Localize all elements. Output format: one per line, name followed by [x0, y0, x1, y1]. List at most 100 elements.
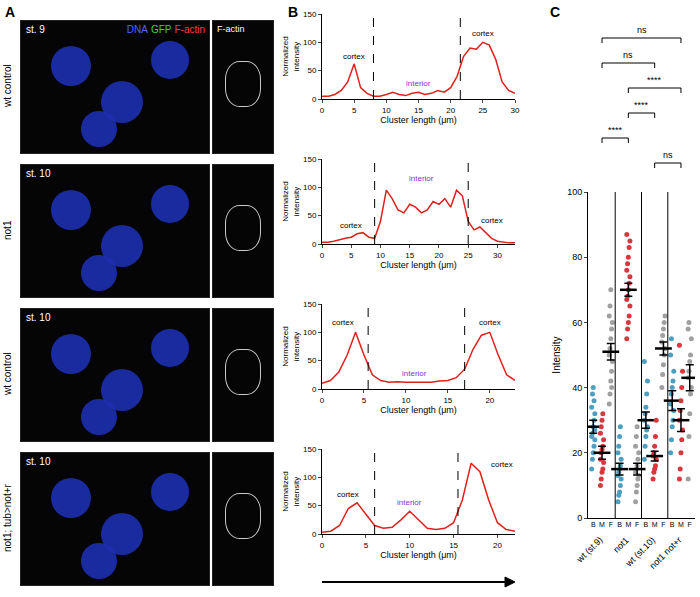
svg-text:M: M [678, 521, 684, 528]
svg-text:wt (st.10): wt (st.10) [623, 535, 657, 569]
svg-text:B: B [617, 521, 622, 528]
svg-text:interior: interior [397, 498, 422, 507]
svg-text:Cluster length (μm): Cluster length (μm) [380, 115, 457, 125]
svg-text:0: 0 [312, 240, 317, 249]
svg-text:not1 not+r: not1 not+r [648, 535, 684, 571]
html-text:st. 10: st. 10 [26, 312, 51, 323]
svg-text:60: 60 [572, 318, 582, 328]
svg-text:Normalizedintensity: Normalizedintensity [281, 36, 300, 76]
html-text:not1; tub>not+r: not1; tub>not+r [2, 484, 13, 552]
svg-text:50: 50 [307, 501, 316, 510]
html-text:wt control: wt control [2, 64, 13, 108]
html-text:not1: not1 [2, 220, 13, 240]
svg-text:20: 20 [572, 448, 582, 458]
svg-text:150: 150 [303, 155, 317, 164]
svg-text:cortex: cortex [472, 29, 494, 38]
svg-text:150: 150 [303, 445, 317, 454]
svg-text:100: 100 [303, 473, 317, 482]
svg-text:10: 10 [405, 541, 414, 550]
svg-text:interior: interior [402, 369, 427, 378]
svg-text:M: M [652, 521, 658, 528]
svg-text:B: B [644, 521, 649, 528]
svg-text:cortex: cortex [491, 460, 513, 469]
svg-text:150: 150 [303, 10, 317, 19]
svg-text:20: 20 [435, 251, 444, 260]
svg-text:50: 50 [307, 211, 316, 220]
svg-text:30: 30 [493, 251, 502, 260]
svg-text:M: M [625, 521, 631, 528]
svg-text:C: C [550, 4, 560, 20]
svg-text:20: 20 [493, 541, 502, 550]
html-text:st. 10: st. 10 [26, 168, 51, 179]
html-text:st. 9: st. 9 [26, 24, 45, 35]
svg-text:0: 0 [312, 385, 317, 394]
svg-text:0: 0 [320, 396, 325, 405]
svg-text:ns: ns [637, 25, 647, 35]
svg-text:5: 5 [349, 251, 354, 260]
svg-text:10: 10 [382, 106, 391, 115]
svg-text:Normalizedintensity: Normalizedintensity [281, 181, 300, 221]
svg-text:0: 0 [320, 541, 325, 550]
svg-text:50: 50 [307, 66, 316, 75]
svg-text:25: 25 [478, 106, 487, 115]
svg-text:150: 150 [303, 300, 317, 309]
svg-text:interior: interior [409, 174, 434, 183]
svg-text:30: 30 [511, 106, 520, 115]
svg-text:15: 15 [443, 396, 452, 405]
svg-text:10: 10 [376, 251, 385, 260]
svg-text:****: **** [634, 100, 649, 110]
svg-text:5: 5 [352, 106, 357, 115]
svg-text:A: A [5, 4, 15, 20]
svg-text:10: 10 [401, 396, 410, 405]
svg-text:0: 0 [312, 530, 317, 539]
svg-text:B: B [288, 4, 298, 20]
svg-text:5: 5 [362, 396, 367, 405]
svg-text:B: B [591, 521, 596, 528]
svg-text:ns: ns [623, 50, 633, 60]
svg-text:50: 50 [307, 356, 316, 365]
svg-text:5: 5 [364, 541, 369, 550]
svg-text:cortex: cortex [481, 216, 503, 225]
svg-text:Cluster length (μm): Cluster length (μm) [380, 405, 457, 415]
svg-text:ns: ns [663, 150, 673, 160]
svg-text:M: M [599, 521, 605, 528]
svg-text:F: F [688, 521, 692, 528]
svg-text:cortex: cortex [332, 318, 354, 327]
svg-text:80: 80 [572, 252, 582, 262]
svg-text:B: B [670, 521, 675, 528]
svg-text:F: F [661, 521, 665, 528]
svg-text:15: 15 [414, 106, 423, 115]
svg-text:0: 0 [320, 251, 325, 260]
svg-text:15: 15 [405, 251, 414, 260]
svg-text:****: **** [608, 125, 623, 135]
svg-text:not1: not1 [611, 535, 630, 554]
svg-text:Normalizedintensity: Normalizedintensity [281, 471, 300, 511]
svg-text:cortex: cortex [343, 52, 365, 61]
svg-text:interior: interior [406, 79, 431, 88]
svg-text:25: 25 [464, 251, 473, 260]
svg-text:F: F [609, 521, 613, 528]
svg-text:cortex: cortex [337, 490, 359, 499]
html-text:DNA GFP F-actin: DNA GFP F-actin [126, 24, 205, 35]
svg-text:20: 20 [446, 106, 455, 115]
svg-text:40: 40 [572, 383, 582, 393]
svg-text:0: 0 [312, 95, 317, 104]
svg-text:Cluster length (μm): Cluster length (μm) [380, 550, 457, 560]
svg-text:0: 0 [577, 513, 582, 523]
html-text:wt control: wt control [2, 352, 13, 396]
svg-text:100: 100 [303, 38, 317, 47]
svg-text:F: F [635, 521, 639, 528]
svg-text:100: 100 [567, 187, 582, 197]
svg-text:0: 0 [320, 106, 325, 115]
svg-text:wt (st.9): wt (st.9) [574, 535, 604, 565]
svg-text:Normalizedintensity: Normalizedintensity [281, 326, 300, 366]
svg-text:20: 20 [485, 396, 494, 405]
svg-text:Intensity: Intensity [551, 336, 562, 373]
svg-text:100: 100 [303, 183, 317, 192]
svg-text:15: 15 [449, 541, 458, 550]
svg-text:cortex: cortex [479, 318, 501, 327]
svg-text:100: 100 [303, 328, 317, 337]
svg-text:cortex: cortex [340, 221, 362, 230]
svg-text:Cluster length (μm): Cluster length (μm) [380, 260, 457, 270]
svg-text:****: **** [647, 75, 662, 85]
